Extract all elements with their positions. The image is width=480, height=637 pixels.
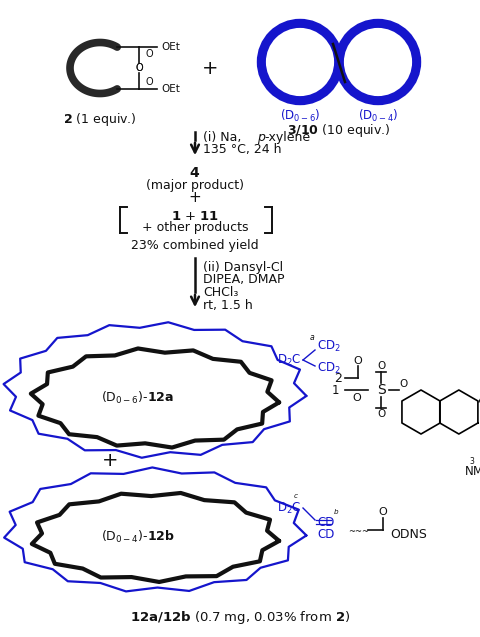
Text: CHCl₃: CHCl₃ [203, 287, 239, 299]
Text: $^3$: $^3$ [469, 457, 475, 467]
Text: +: + [102, 450, 118, 469]
Text: 23% combined yield: 23% combined yield [131, 238, 259, 252]
Text: O: O [399, 379, 407, 389]
Text: CD$_2$: CD$_2$ [317, 338, 341, 354]
Text: +: + [202, 59, 218, 78]
Text: (D$_{0-6}$): (D$_{0-6}$) [280, 108, 320, 124]
Text: D$_2$C: D$_2$C [276, 352, 301, 368]
Circle shape [344, 28, 412, 96]
Text: OEt: OEt [161, 84, 180, 94]
Text: CD: CD [317, 527, 335, 541]
Text: DIPEA, DMAP: DIPEA, DMAP [203, 273, 285, 287]
Text: OEt: OEt [161, 42, 180, 52]
Text: rt, 1.5 h: rt, 1.5 h [203, 299, 253, 313]
Text: (D$_{0-6}$)-$\mathbf{12a}$: (D$_{0-6}$)-$\mathbf{12a}$ [101, 390, 175, 406]
Text: -xylene: -xylene [264, 131, 310, 143]
Text: $\mathbf{3/10}$ (10 equiv.): $\mathbf{3/10}$ (10 equiv.) [287, 122, 391, 139]
Text: (major product): (major product) [146, 178, 244, 192]
Text: O: O [135, 63, 143, 73]
Text: $\mathbf{1}$ + $\mathbf{11}$: $\mathbf{1}$ + $\mathbf{11}$ [171, 210, 219, 222]
Text: +: + [189, 189, 202, 204]
Text: O: O [354, 356, 362, 366]
Text: CD: CD [317, 515, 335, 529]
Text: O: O [377, 361, 385, 371]
Text: 2: 2 [334, 371, 342, 385]
Text: $^a$: $^a$ [309, 333, 315, 343]
Text: O: O [379, 507, 387, 517]
Text: O: O [145, 49, 153, 59]
Circle shape [266, 28, 334, 96]
Text: $\mathbf{4}$: $\mathbf{4}$ [190, 166, 201, 180]
Text: $^c$: $^c$ [293, 493, 299, 503]
Text: + other products: + other products [142, 222, 248, 234]
Text: $^b$: $^b$ [333, 509, 339, 519]
Text: O: O [353, 393, 361, 403]
Text: D$_2$C: D$_2$C [276, 501, 301, 515]
Text: O: O [135, 63, 143, 73]
Text: (i) Na,: (i) Na, [203, 131, 245, 143]
Text: NMe$_2$: NMe$_2$ [464, 464, 480, 480]
Text: $\mathit{1}$: $\mathit{1}$ [331, 383, 339, 396]
Text: (D$_{0-4}$): (D$_{0-4}$) [358, 108, 398, 124]
Text: $\mathbf{2}$ (1 equiv.): $\mathbf{2}$ (1 equiv.) [63, 111, 137, 128]
Text: 135 °C, 24 h: 135 °C, 24 h [203, 143, 281, 157]
Text: $\mathbf{12a/12b}$ (0.7 mg, 0.03% from $\mathbf{2}$): $\mathbf{12a/12b}$ (0.7 mg, 0.03% from $… [130, 610, 350, 627]
Text: (ii) Dansyl-Cl: (ii) Dansyl-Cl [203, 261, 283, 273]
Text: CD$_2$: CD$_2$ [317, 361, 341, 376]
Text: p: p [257, 131, 265, 143]
Text: ~~~: ~~~ [348, 527, 369, 536]
Text: (D$_{0-4}$)-$\mathbf{12b}$: (D$_{0-4}$)-$\mathbf{12b}$ [101, 529, 175, 545]
Text: O: O [145, 77, 153, 87]
Text: O: O [377, 409, 385, 419]
Text: S: S [377, 383, 385, 397]
Text: ODNS: ODNS [390, 527, 427, 541]
